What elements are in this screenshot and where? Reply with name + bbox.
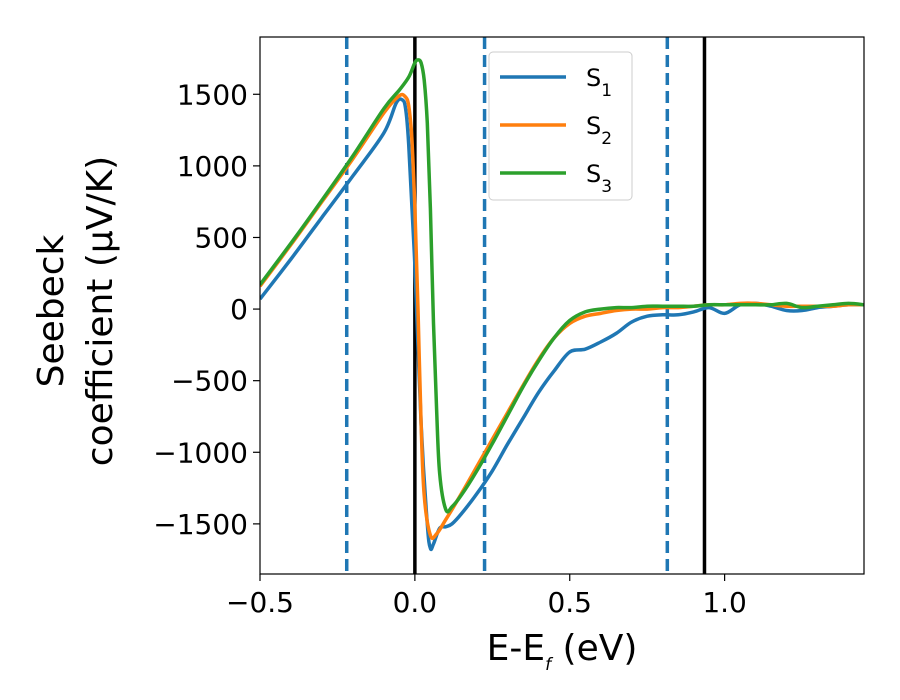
y-tick-label: 1000	[177, 150, 248, 183]
x-axis-label: E-Ef (eV)	[487, 628, 638, 675]
legend: S1 S2 S3	[488, 51, 633, 201]
series-line-S3	[260, 58, 864, 514]
legend-label-S3: S3	[586, 160, 612, 197]
x-tick-label: −0.5	[226, 586, 294, 619]
x-axis: −0.5 0.0 0.5 1.0	[226, 574, 747, 619]
legend-label-S2: S2	[586, 112, 612, 149]
plot-frame	[259, 36, 865, 575]
y-tick-label: 0	[230, 293, 248, 326]
series-layer	[260, 58, 864, 552]
x-tick-label: 0.0	[393, 586, 438, 619]
x-tick-label: 1.0	[702, 586, 747, 619]
y-tick-label: 500	[195, 221, 248, 254]
legend-label-S1: S1	[586, 64, 612, 101]
y-axis-label-line2: coefficient (μV/K)	[80, 156, 121, 466]
y-tick-label: −500	[171, 365, 248, 398]
y-tick-label: −1000	[153, 436, 248, 469]
y-tick-label: 1500	[177, 78, 248, 111]
y-axis: −1500 −1000 −500 0 500 1000 1500	[153, 78, 260, 541]
y-tick-label: −1500	[153, 508, 248, 541]
y-axis-label-line1: Seebeck	[31, 234, 72, 387]
x-tick-label: 0.5	[547, 586, 592, 619]
